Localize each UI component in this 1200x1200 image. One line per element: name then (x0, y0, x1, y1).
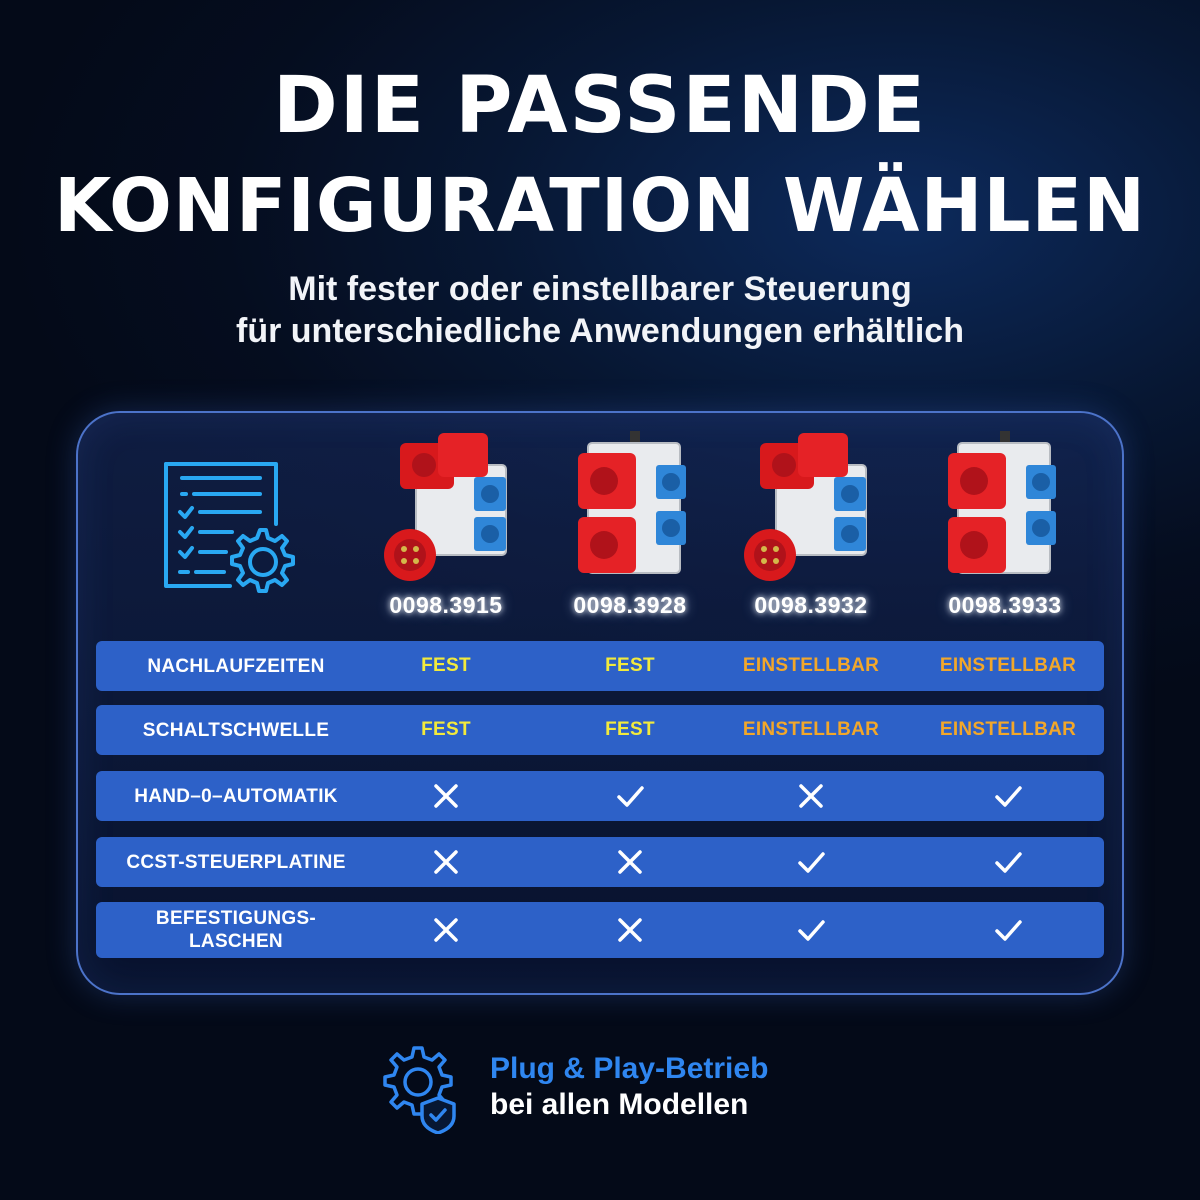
feature-label: HAND–0–AUTOMATIK (134, 785, 338, 807)
product-image-1 (380, 425, 530, 585)
subtitle-line-2: für unterschiedliche Anwendungen erhältl… (236, 312, 964, 350)
cross-icon (530, 902, 730, 958)
check-icon (530, 771, 730, 821)
title-line-1: DIE PASSENDE (272, 61, 928, 151)
feature-value: EINSTELLBAR (939, 719, 1077, 740)
feature-label: NACHLAUFZEITEN (147, 655, 325, 677)
feature-row: CCST-STEUERPLATINE (96, 837, 1104, 887)
feature-value: FEST (421, 719, 471, 740)
footer-highlight: Plug & Play-Betrieb (490, 1052, 769, 1085)
cross-icon (346, 837, 546, 887)
feature-row: HAND–0–AUTOMATIK (96, 771, 1104, 821)
subtitle-line-1: Mit fester oder einstellbarer Steuerung (288, 270, 912, 308)
check-icon (711, 837, 911, 887)
checklist-gear-icon (160, 460, 302, 594)
feature-value: FEST (421, 655, 471, 676)
footer-text: bei allen Modellen (490, 1088, 749, 1121)
cross-icon (711, 771, 911, 821)
gears-shield-icon (374, 1044, 464, 1135)
cross-icon (346, 902, 546, 958)
model-number-4: 0098.3933 (948, 592, 1062, 618)
model-number-1: 0098.3915 (389, 592, 503, 618)
feature-label: SCHALTSCHWELLE (142, 719, 330, 741)
check-icon (908, 771, 1108, 821)
feature-value: EINSTELLBAR (742, 719, 880, 740)
feature-value: FEST (605, 655, 655, 676)
feature-value: EINSTELLBAR (742, 655, 880, 676)
feature-row: NACHLAUFZEITEN FEST FEST EINSTELLBAR EINSTEL… (96, 641, 1104, 691)
product-image-4 (930, 425, 1080, 585)
check-icon (711, 902, 911, 958)
product-image-3 (740, 425, 890, 585)
title-line-2: KONFIGURATION WÄHLEN (53, 163, 1147, 249)
cross-icon (346, 771, 546, 821)
feature-value: EINSTELLBAR (939, 655, 1077, 676)
check-icon (908, 837, 1108, 887)
feature-value: FEST (605, 719, 655, 740)
check-icon (908, 902, 1108, 958)
product-image-2 (560, 425, 710, 585)
model-number-2: 0098.3928 (573, 592, 687, 618)
model-number-3: 0098.3932 (754, 592, 868, 618)
feature-label: CCST-STEUERPLATINE (126, 851, 346, 873)
feature-row: BEFESTIGUNGS- LASCHEN (96, 902, 1104, 958)
cross-icon (530, 837, 730, 887)
feature-row: SCHALTSCHWELLE FEST FEST EINSTELLBAR EINSTEL… (96, 705, 1104, 755)
feature-label: BEFESTIGUNGS- LASCHEN (155, 908, 317, 952)
